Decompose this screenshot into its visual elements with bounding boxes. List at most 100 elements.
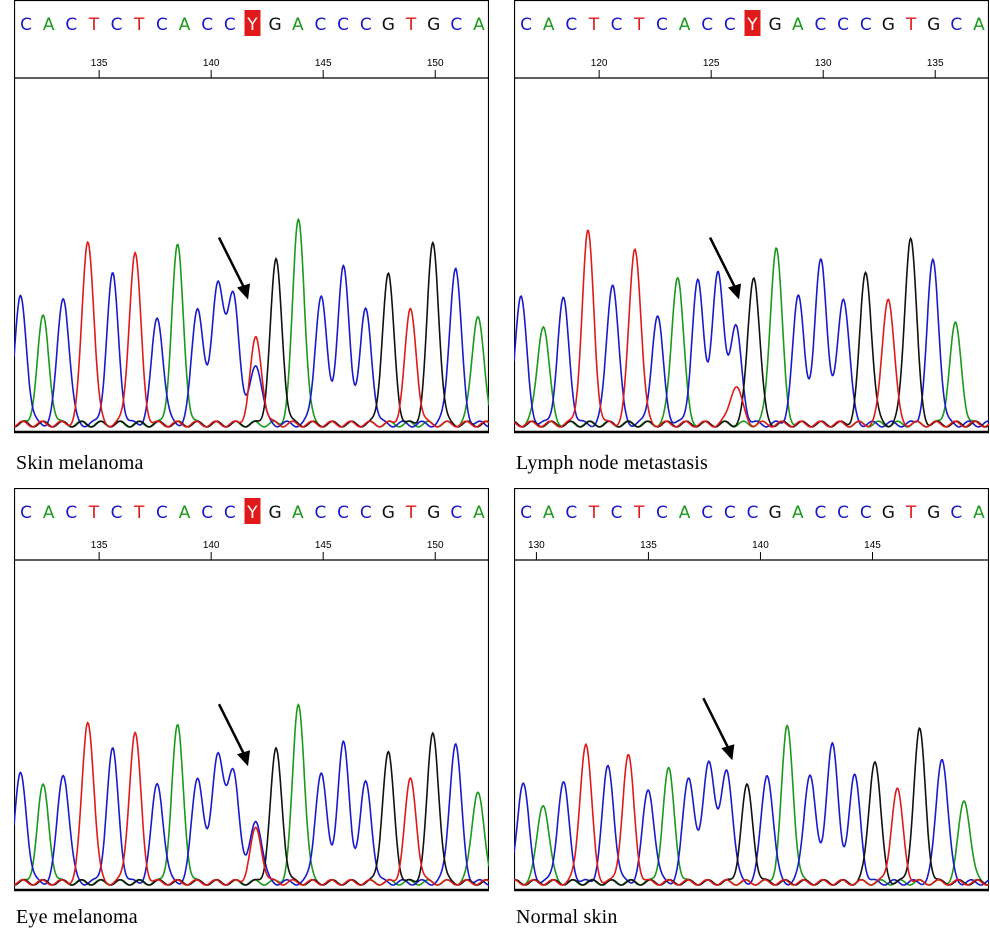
sequence-base-C: C [201,503,213,523]
tick-label: 125 [703,58,720,69]
panel-caption: Lymph node metastasis [516,452,708,474]
sequence-base-C: C [815,15,827,35]
sequence-base-C: C [156,15,168,35]
tick-label: 120 [591,58,608,69]
sequence-base-C: C [837,503,849,523]
mutation-arrow [217,237,247,291]
sequence-base-T: T [633,15,645,35]
panel-caption: Skin melanoma [16,452,144,474]
sequence-base-A: A [973,503,985,523]
sequence-base-T: T [588,15,600,35]
sequence-base-A: A [43,503,55,523]
ambiguous-base-highlight [244,10,261,36]
sequence-base-A: A [179,15,191,35]
tick-label: 130 [815,58,832,69]
sequence-base-G: G [769,503,782,523]
sequence-base-C: C [565,503,577,523]
sequence-base-T: T [905,15,917,35]
tick-label: 130 [528,540,545,551]
sequence-base-G: G [927,15,940,35]
trace-T [514,229,989,428]
sequence-base-C: C [860,15,872,35]
tick-label: 135 [91,540,108,551]
sequence-base-T: T [405,503,417,523]
sequence-base-A: A [543,503,555,523]
trace-C [14,263,489,428]
trace-G [514,236,989,428]
trace-G [14,240,489,428]
mutation-arrow-head [237,283,251,300]
sequence-base-G: G [769,15,782,35]
chromatogram-panel-normal-skin: C A C T C T C A C C C G A C C C G T G C A 130 135 140 145 Normal… [514,488,989,928]
sequence-base-G: G [882,15,895,35]
sequence-base-C: C [156,503,168,523]
sequence-base-A: A [292,503,304,523]
mutation-arrow-head [728,283,742,300]
sequence-base-C: C [520,15,532,35]
sequence-base-C: C [65,15,77,35]
sequence-base-T: T [133,503,145,523]
sequence-base-C: C [724,503,736,523]
sequence-base-G: G [927,503,940,523]
sequence-base-T: T [633,503,645,523]
sequence-base-Y: Y [246,15,258,35]
sequence-base-C: C [860,503,872,523]
tick-label: 140 [203,540,220,551]
tick-label: 135 [640,540,657,551]
sequence-base-C: C [224,503,236,523]
sequence-base-C: C [450,503,462,523]
sequence-base-Y: Y [246,503,258,523]
sequence-base-A: A [679,503,691,523]
mutation-arrow-head [237,750,251,767]
sequence-base-A: A [473,15,485,35]
sequence-base-G: G [269,15,282,35]
trace-C [514,257,989,428]
sequence-base-C: C [611,15,623,35]
tick-label: 135 [91,58,108,69]
sequence-base-G: G [882,503,895,523]
sequence-base-C: C [950,15,962,35]
sequence-base-C: C [611,503,623,523]
sequence-base-C: C [701,15,713,35]
ambiguous-base-highlight [244,498,261,524]
trace-G [14,731,489,886]
mutation-arrow [702,697,731,751]
sequence-base-T: T [905,503,917,523]
sequence-base-T: T [88,503,100,523]
sequence-base-C: C [360,15,372,35]
sequence-base-G: G [269,503,282,523]
sequence-base-C: C [815,503,827,523]
sequence-base-C: C [747,503,759,523]
sequence-base-C: C [565,15,577,35]
trace-G [514,726,989,886]
panel-caption: Eye melanoma [16,906,138,928]
sequence-base-Y: Y [746,15,758,35]
sequence-base-C: C [20,503,32,523]
chromatogram-panel-lymph-node-metastasis: C A C T C T C A C C Y G A C C C G T G C A 120 125 130 135 Lymph … [514,0,989,474]
mutation-arrow [708,237,738,291]
sequence-base-A: A [43,15,55,35]
trace-C [14,739,489,886]
chromatogram-panel-eye-melanoma: C A C T C T C A C C Y G A C C C G T G C A 135 140 145 150 Eye me… [14,488,489,928]
sequence-base-G: G [427,15,440,35]
sequence-base-C: C [20,15,32,35]
sequence-base-C: C [315,503,327,523]
tick-label: 150 [427,58,444,69]
sequence-base-C: C [450,15,462,35]
sequence-base-C: C [950,503,962,523]
sequence-base-C: C [360,503,372,523]
tick-label: 140 [203,58,220,69]
sequence-base-G: G [427,503,440,523]
sequence-base-A: A [973,15,985,35]
chromatogram-panel-skin-melanoma: C A C T C T C A C C Y G A C C C G T G C A 135 140 145 150 Skin m… [14,0,489,474]
sequence-base-A: A [473,503,485,523]
sequence-base-A: A [292,15,304,35]
sequence-base-C: C [656,503,668,523]
sequence-base-T: T [588,503,600,523]
sequence-base-C: C [701,503,713,523]
sequence-base-A: A [179,503,191,523]
sequence-base-G: G [382,503,395,523]
